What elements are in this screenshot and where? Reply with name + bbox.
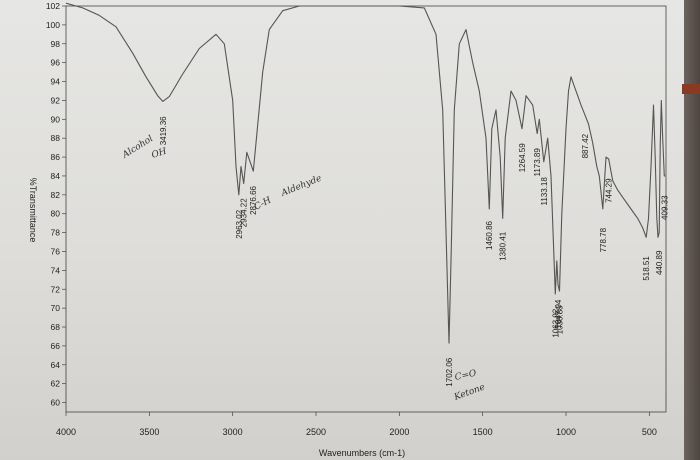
- x-axis-title: Wavenumbers (cm-1): [319, 448, 405, 458]
- peak-label: 1702.06: [445, 357, 454, 386]
- y-tick-label: 86: [51, 152, 61, 162]
- y-tick-label: 98: [51, 39, 61, 49]
- x-tick-label: 2000: [389, 427, 409, 437]
- peak-label: 3419.36: [159, 116, 168, 145]
- handwritten-note: OH: [151, 147, 169, 161]
- peak-label: 1063.92: [551, 308, 560, 337]
- peak-label: 2876.66: [249, 185, 258, 214]
- y-tick-label: 88: [51, 133, 61, 143]
- y-tick-label: 74: [51, 265, 61, 275]
- x-tick-label: 1000: [556, 427, 576, 437]
- y-tick-label: 60: [51, 398, 61, 408]
- handwritten-note: C=O: [454, 368, 478, 382]
- peak-label: 778.78: [599, 227, 608, 252]
- x-tick-label: 3500: [139, 427, 159, 437]
- y-axis-title: %Transmittance: [28, 178, 38, 243]
- peak-label: 440.89: [655, 250, 664, 275]
- y-tick-label: 96: [51, 58, 61, 68]
- y-tick-label: 70: [51, 303, 61, 313]
- y-tick-label: 82: [51, 190, 61, 200]
- handwritten-note: Ketone: [452, 382, 486, 403]
- peak-label: 1460.86: [485, 220, 494, 249]
- peak-label: 887.42: [581, 133, 590, 158]
- x-tick-label: 500: [642, 427, 657, 437]
- y-tick-label: 84: [51, 171, 61, 181]
- x-tick-label: 3000: [223, 427, 243, 437]
- peak-label: 1047.94: [554, 299, 563, 328]
- y-tick-label: 102: [46, 1, 60, 11]
- peak-label: 1038.85: [556, 305, 565, 334]
- x-tick-label: 2500: [306, 427, 326, 437]
- peak-label: 2963.02: [235, 209, 244, 238]
- y-tick-label: 78: [51, 228, 61, 238]
- y-tick-label: 76: [51, 246, 61, 256]
- handwritten-note: Aldehyde: [279, 174, 323, 200]
- peak-label: 1264.59: [518, 143, 527, 172]
- x-tick-label: 1500: [473, 427, 493, 437]
- peak-label: 409.33: [660, 195, 669, 220]
- y-tick-label: 66: [51, 341, 61, 351]
- paper-edge: [684, 0, 700, 460]
- peak-label: 1173.89: [533, 148, 542, 177]
- y-tick-label: 68: [51, 322, 61, 332]
- x-tick-label: 4000: [56, 427, 76, 437]
- pencil-tip: [682, 84, 700, 94]
- y-tick-label: 62: [51, 379, 61, 389]
- peak-label: 518.51: [642, 256, 651, 281]
- peak-label: 1133.18: [540, 177, 549, 206]
- y-tick-label: 92: [51, 95, 61, 105]
- handwritten-note: Alcohol: [120, 134, 155, 161]
- y-tick-label: 100: [46, 20, 60, 30]
- y-tick-label: 64: [51, 360, 61, 370]
- y-tick-label: 94: [51, 77, 61, 87]
- peak-label: 744.29: [605, 178, 614, 203]
- spectrum-line: [65, 2, 666, 344]
- y-tick-label: 80: [51, 209, 61, 219]
- plot-frame: [65, 5, 667, 413]
- y-tick-label: 90: [51, 114, 61, 124]
- peak-label: 1380.41: [499, 231, 508, 260]
- y-tick-label: 72: [51, 284, 61, 294]
- peak-label: 2934.22: [240, 198, 249, 227]
